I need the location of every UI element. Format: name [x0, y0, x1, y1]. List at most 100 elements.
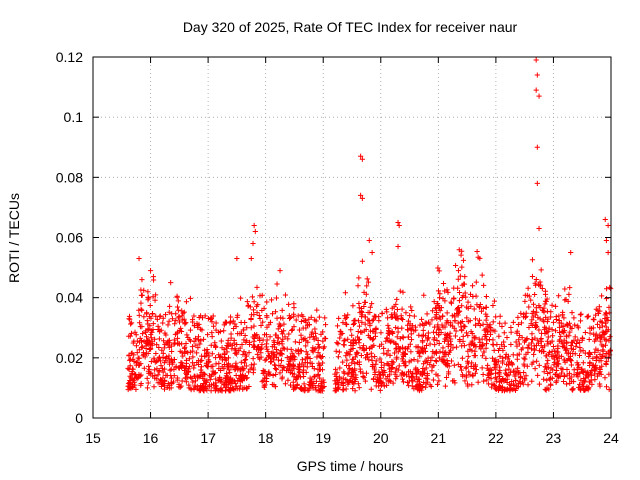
data-point	[180, 353, 186, 359]
data-point	[127, 381, 133, 387]
data-point	[345, 371, 351, 377]
data-point	[332, 388, 338, 394]
data-point	[532, 280, 538, 286]
data-point	[275, 357, 282, 363]
data-point	[444, 331, 451, 338]
data-point	[159, 347, 165, 353]
data-point	[273, 295, 280, 301]
data-point	[160, 369, 166, 375]
data-point	[190, 354, 196, 360]
data-point	[391, 350, 398, 356]
data-point	[204, 331, 211, 338]
data-point	[486, 371, 492, 377]
data-point	[479, 272, 485, 278]
data-point	[415, 358, 421, 364]
data-point	[158, 383, 165, 390]
outlier-point	[395, 243, 401, 250]
data-point	[423, 375, 429, 381]
data-point	[358, 352, 364, 359]
data-point	[377, 356, 383, 362]
data-point	[168, 380, 174, 386]
data-point	[451, 295, 457, 301]
data-point	[381, 383, 387, 389]
outlier-point	[139, 277, 145, 283]
data-point	[597, 351, 603, 357]
data-point	[435, 265, 441, 271]
data-point	[246, 383, 252, 390]
data-point	[334, 370, 340, 376]
data-point	[380, 372, 386, 378]
data-point	[602, 354, 608, 360]
data-point	[436, 355, 442, 361]
data-point	[522, 298, 528, 305]
data-point	[529, 310, 535, 316]
data-point	[578, 311, 584, 317]
data-point	[577, 340, 583, 346]
data-point	[218, 385, 224, 391]
data-point	[322, 315, 328, 321]
data-point	[345, 351, 351, 357]
data-point	[384, 315, 391, 321]
data-point	[394, 315, 400, 321]
data-point	[429, 354, 435, 360]
data-point	[244, 299, 250, 305]
data-point	[189, 344, 196, 350]
data-point	[345, 381, 351, 387]
data-point	[555, 361, 561, 367]
data-point	[396, 363, 402, 369]
data-point	[280, 345, 286, 351]
data-point	[311, 366, 317, 372]
data-point	[500, 347, 506, 353]
data-point	[315, 371, 321, 377]
data-point	[199, 353, 205, 359]
data-point	[513, 339, 519, 345]
x-tick-label: 17	[200, 430, 216, 446]
data-point	[567, 357, 573, 363]
data-point	[133, 343, 140, 349]
data-point	[187, 363, 193, 370]
data-point	[296, 361, 303, 367]
data-point	[501, 339, 507, 345]
data-point	[597, 383, 603, 389]
data-point	[241, 360, 248, 366]
data-point	[176, 319, 183, 325]
data-point	[309, 360, 315, 367]
data-point	[203, 360, 210, 366]
data-point	[241, 327, 247, 333]
data-point	[576, 352, 583, 359]
data-point	[508, 329, 514, 335]
data-point	[460, 333, 466, 340]
data-point	[561, 328, 568, 334]
data-point	[150, 320, 156, 327]
data-point	[483, 333, 489, 340]
data-point	[460, 338, 466, 345]
data-point	[146, 366, 152, 372]
data-point	[241, 337, 247, 343]
data-point	[257, 293, 263, 299]
data-point	[243, 353, 250, 359]
data-point	[550, 319, 557, 325]
data-point	[481, 349, 487, 355]
data-point	[206, 353, 212, 359]
data-point	[386, 377, 392, 383]
data-point	[566, 333, 572, 339]
data-point	[458, 252, 464, 258]
y-tick-label: 0.06	[56, 230, 83, 246]
data-point	[349, 360, 355, 366]
data-point	[350, 345, 356, 352]
data-point	[363, 326, 369, 333]
data-point	[337, 335, 343, 341]
data-point	[174, 293, 180, 299]
data-point	[484, 322, 490, 328]
data-point	[292, 339, 298, 345]
data-point	[542, 301, 548, 307]
data-point	[453, 344, 460, 350]
data-point	[310, 333, 316, 340]
data-point	[340, 375, 346, 381]
data-point	[136, 339, 143, 345]
data-point	[381, 350, 387, 356]
data-point	[607, 334, 613, 340]
data-point	[145, 321, 151, 327]
data-point	[417, 322, 423, 328]
